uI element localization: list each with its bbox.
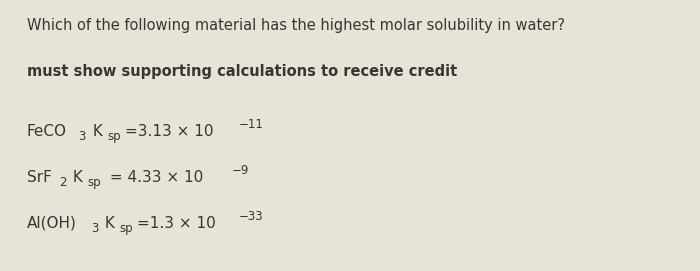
Text: 3: 3 [91, 222, 98, 235]
Text: sp: sp [88, 176, 102, 189]
Text: −9: −9 [232, 164, 249, 177]
Text: Al(OH): Al(OH) [27, 216, 76, 231]
Text: K: K [69, 170, 83, 185]
Text: K: K [101, 216, 116, 231]
Text: =3.13 × 10: =3.13 × 10 [125, 124, 213, 138]
Text: sp: sp [120, 222, 133, 235]
Text: 2: 2 [59, 176, 66, 189]
Text: sp: sp [107, 130, 120, 143]
Text: 3: 3 [78, 130, 85, 143]
Text: Which of the following material has the highest molar solubility in water?: Which of the following material has the … [27, 18, 574, 33]
Text: = 4.33 × 10: = 4.33 × 10 [105, 170, 204, 185]
Text: −33: −33 [239, 210, 263, 223]
Text: SrF: SrF [27, 170, 52, 185]
Text: FeCO: FeCO [27, 124, 66, 138]
Text: −11: −11 [239, 118, 264, 131]
Text: must show supporting calculations to receive credit: must show supporting calculations to rec… [27, 64, 457, 79]
Text: =1.3 × 10: =1.3 × 10 [137, 216, 216, 231]
Text: K: K [88, 124, 103, 138]
